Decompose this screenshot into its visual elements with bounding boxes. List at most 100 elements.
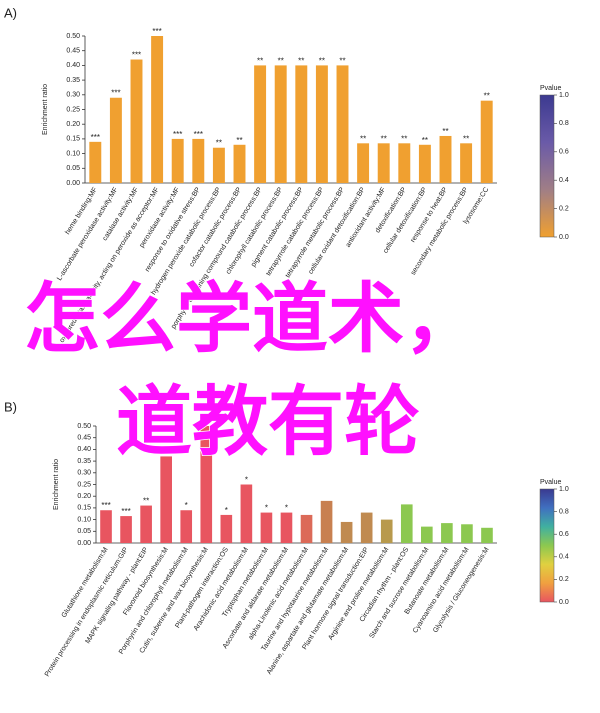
- bar: [398, 143, 411, 183]
- y-tick-label: 0.40: [66, 62, 80, 69]
- colorbar-tick-label: 0.4: [559, 177, 569, 184]
- colorbar: [539, 488, 555, 603]
- bar: [439, 135, 452, 183]
- y-tick-label: 0.35: [77, 458, 91, 465]
- bar: [315, 65, 328, 183]
- bar: [254, 65, 267, 183]
- bar: [120, 516, 132, 543]
- significance-label: *: [245, 476, 248, 485]
- colorbar-tick-label: 0.2: [559, 576, 569, 583]
- colorbar-tick-label: 1.0: [559, 486, 569, 493]
- significance-label: ***: [121, 507, 130, 516]
- bar: [89, 141, 102, 183]
- bar: [260, 512, 273, 543]
- significance-label: **: [360, 134, 366, 143]
- bar: [100, 510, 112, 543]
- y-tick-label: 0.50: [66, 33, 80, 40]
- significance-label: **: [442, 127, 448, 136]
- significance-label: **: [463, 134, 469, 143]
- bar: [441, 523, 453, 543]
- y-axis-label: Enrichment ratio: [53, 459, 60, 510]
- bar: [180, 510, 193, 543]
- significance-label: **: [484, 92, 490, 101]
- y-tick-label: 0.10: [66, 150, 80, 157]
- bar: [295, 65, 308, 183]
- colorbar-tick-label: 0.4: [559, 554, 569, 561]
- y-tick-label: 0.50: [77, 423, 91, 430]
- y-tick-label: 0.30: [77, 470, 91, 477]
- x-tick-label: antioxidant activity:MF: [345, 186, 388, 248]
- y-tick-label: 0.20: [77, 493, 91, 500]
- bar: [320, 500, 333, 543]
- x-tick-label: response to heat:BP: [410, 186, 450, 244]
- y-tick-label: 0.05: [66, 165, 80, 172]
- colorbar-tick-label: 1.0: [559, 92, 569, 99]
- colorbar: [539, 94, 555, 238]
- significance-label: **: [381, 134, 387, 143]
- x-tick-label: peroxidase activity:MF: [139, 186, 182, 249]
- significance-label: **: [257, 56, 263, 65]
- significance-label: **: [319, 56, 325, 65]
- bar: [171, 138, 184, 183]
- y-tick-label: 0.40: [77, 446, 91, 453]
- colorbar-tick-label: 0.8: [559, 120, 569, 127]
- bar: [192, 138, 205, 183]
- bar: [421, 526, 433, 543]
- significance-label: *: [265, 504, 268, 513]
- bar: [220, 514, 233, 543]
- colorbar-title: Pvalue: [540, 479, 562, 486]
- bar: [300, 514, 313, 543]
- significance-label: **: [422, 136, 428, 145]
- overlay-text: 怎么学道术，: [24, 274, 480, 363]
- bar: [140, 505, 152, 543]
- significance-label: **: [401, 134, 407, 143]
- bar: [336, 65, 349, 183]
- bar: [109, 97, 122, 183]
- y-tick-label: 0.25: [77, 481, 91, 488]
- significance-label: ***: [101, 501, 110, 510]
- significance-label: ***: [132, 51, 141, 60]
- y-tick-label: 0.30: [66, 92, 80, 99]
- significance-label: **: [339, 56, 345, 65]
- y-tick-label: 0.25: [66, 106, 80, 113]
- bar: [151, 36, 164, 183]
- significance-label: **: [278, 56, 284, 65]
- bar: [340, 521, 353, 543]
- bar: [280, 512, 293, 543]
- bar: [212, 147, 225, 183]
- y-tick-label: 0.15: [66, 136, 80, 143]
- colorbar-tick-label: 0.6: [559, 531, 569, 538]
- colorbar-tick-label: 0.0: [559, 234, 569, 241]
- significance-label: *: [205, 417, 208, 426]
- bar: [460, 143, 473, 183]
- bar: [160, 456, 172, 543]
- significance-label: ***: [111, 89, 120, 98]
- colorbar-tick-label: 0.0: [559, 599, 569, 606]
- significance-label: *: [285, 504, 288, 513]
- significance-label: *: [185, 501, 188, 510]
- y-tick-label: 0.45: [66, 48, 80, 55]
- y-tick-label: 0.35: [66, 77, 80, 84]
- colorbar-tick-label: 0.2: [559, 205, 569, 212]
- significance-label: ***: [152, 27, 161, 36]
- bar: [377, 143, 390, 183]
- bar: [200, 426, 213, 543]
- significance-label: *: [225, 506, 228, 515]
- bar: [274, 65, 287, 183]
- significance-label: **: [236, 136, 242, 145]
- bar: [400, 504, 413, 543]
- y-tick-label: 0.15: [77, 505, 91, 512]
- bar: [130, 59, 143, 183]
- colorbar-tick-label: 0.6: [559, 149, 569, 156]
- overlay-text: 道教有轮: [116, 377, 420, 466]
- colorbar-tick-label: 0.8: [559, 508, 569, 515]
- panel-label: A): [4, 5, 17, 20]
- significance-label: ***: [194, 130, 203, 139]
- panel-label: B): [4, 399, 17, 414]
- y-tick-label: 0.20: [66, 121, 80, 128]
- bar: [380, 519, 393, 543]
- bar: [240, 484, 253, 543]
- bar: [360, 512, 373, 543]
- significance-label: ***: [91, 133, 100, 142]
